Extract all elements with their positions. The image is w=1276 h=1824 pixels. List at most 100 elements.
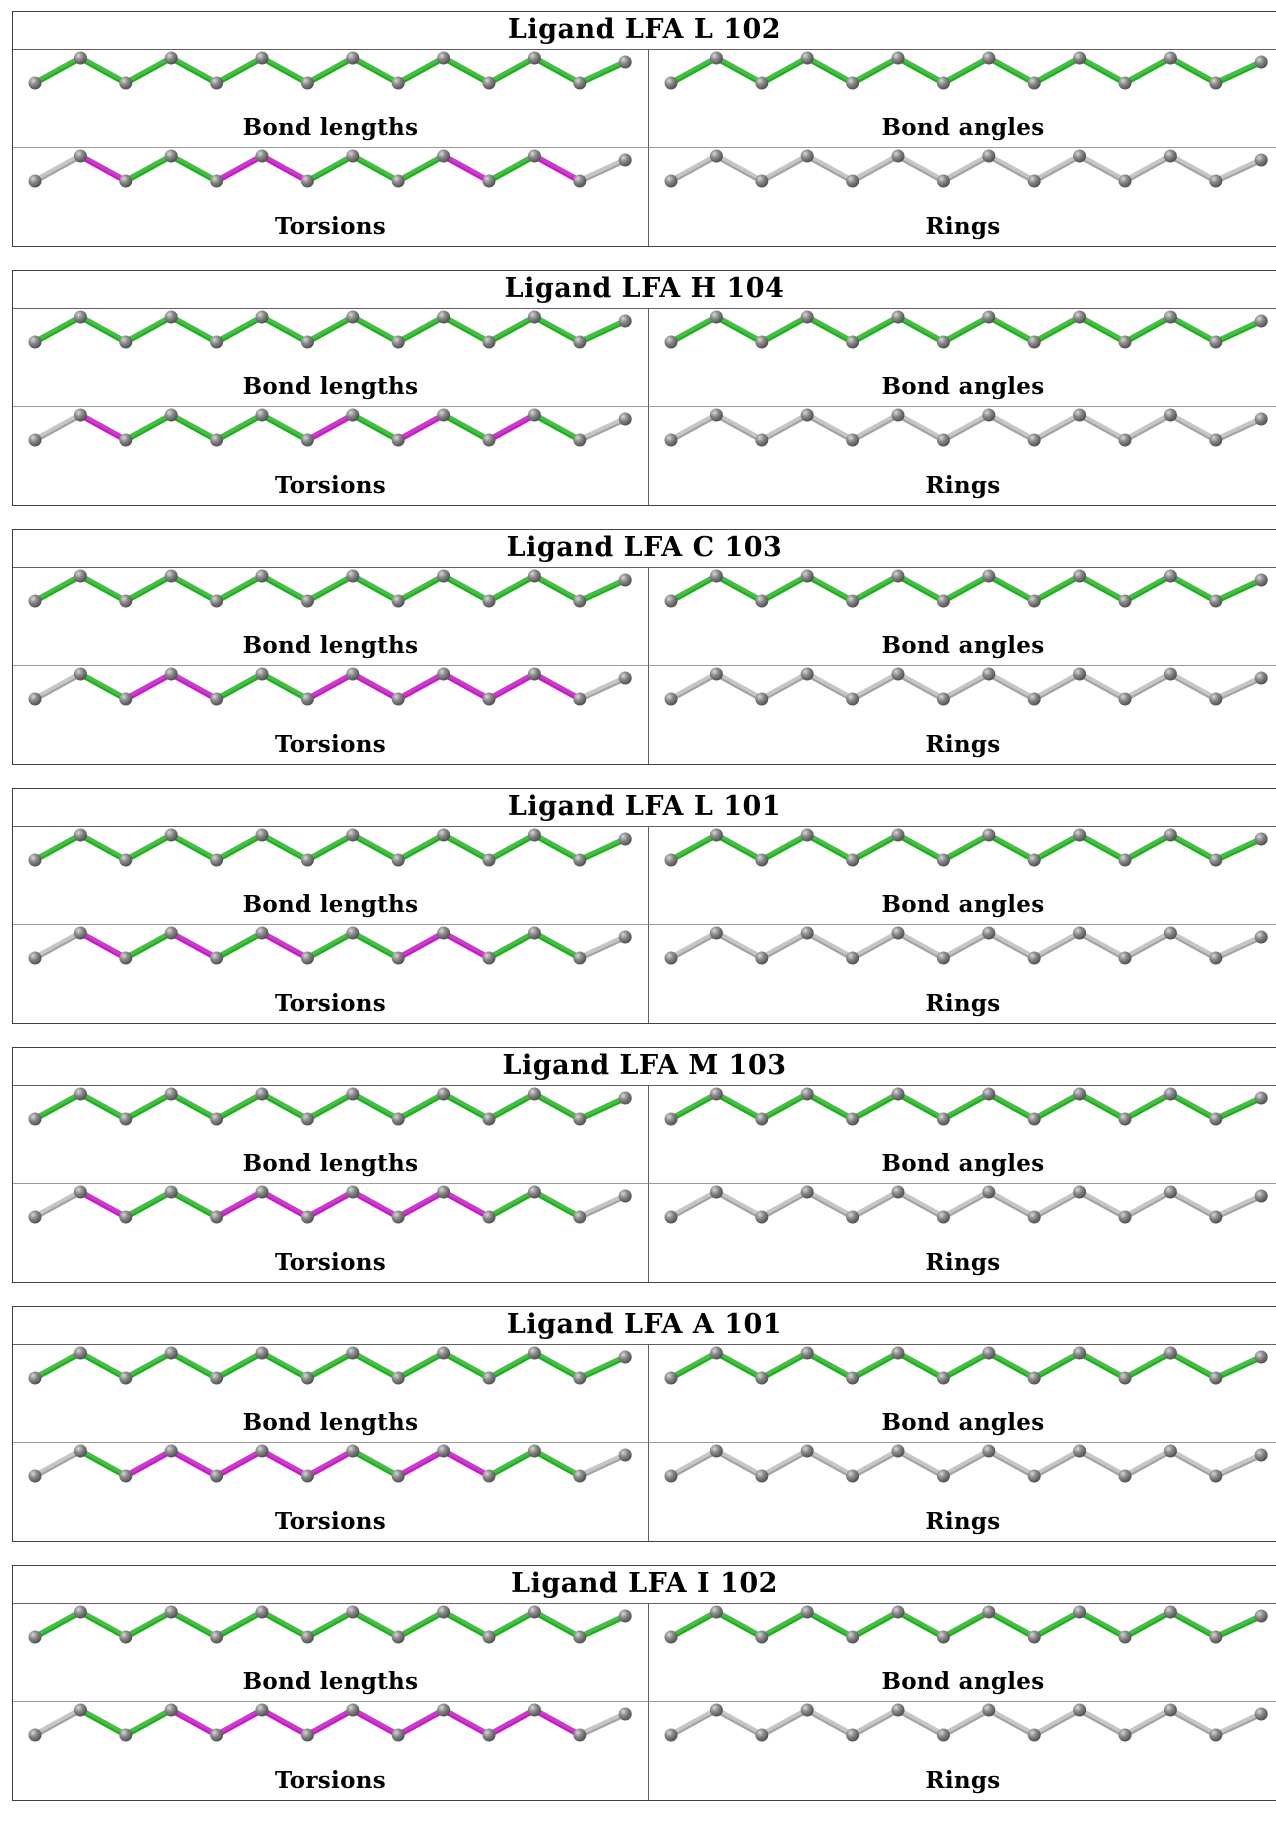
molecule-diagram — [28, 667, 632, 706]
bond-ok — [486, 1350, 538, 1381]
bond-neutral — [668, 412, 720, 443]
atom-icon — [891, 667, 905, 681]
bond-warn — [440, 1189, 492, 1220]
bond-ok — [168, 1350, 220, 1381]
bond-neutral — [895, 412, 947, 443]
atom-icon — [210, 76, 224, 90]
bond-neutral — [940, 1707, 992, 1738]
bond-shade — [261, 59, 308, 86]
atom-icon — [664, 1371, 678, 1385]
bond-shade — [715, 1711, 763, 1738]
bond-shade — [1079, 416, 1126, 443]
bond-shade — [1033, 318, 1081, 345]
bond-shade — [261, 416, 308, 443]
bond-neutral — [1076, 153, 1128, 184]
bond-neutral — [758, 412, 811, 443]
atom-icon — [437, 569, 451, 583]
atom-icon — [119, 853, 133, 867]
bond-shade — [79, 1711, 127, 1738]
bond-ok — [849, 832, 901, 863]
bond-shade — [942, 934, 990, 961]
bond-neutral — [1212, 934, 1265, 961]
bond-warn — [486, 412, 538, 443]
bond-neutral — [32, 153, 84, 184]
atom-icon — [119, 433, 133, 447]
bond-ok — [486, 153, 538, 184]
atom-icon — [73, 408, 87, 422]
bond-neutral — [32, 1707, 84, 1738]
atom-icon — [1027, 1210, 1041, 1224]
rings-panel: Rings — [649, 1443, 1276, 1541]
bond-shade — [1124, 416, 1171, 443]
atom-icon — [1163, 667, 1177, 681]
atom-icon — [164, 408, 178, 422]
bond-shade — [79, 157, 127, 184]
atom-icon — [891, 1087, 905, 1101]
bond-shade — [1033, 934, 1081, 961]
bond-ok — [668, 55, 720, 86]
bond-ok — [304, 153, 356, 184]
atom-icon — [482, 1728, 496, 1742]
bond-ok — [1212, 1354, 1265, 1381]
atom-icon — [755, 1112, 769, 1126]
bond-ok — [849, 1091, 901, 1122]
bond-shade — [988, 1613, 1035, 1640]
panel-label: Rings — [925, 1249, 1001, 1276]
bond-ok — [1167, 1350, 1219, 1381]
bond-shade — [715, 1613, 763, 1640]
bond-shade — [579, 581, 626, 604]
bond-shade — [170, 1452, 218, 1479]
bond-shade — [397, 1711, 445, 1738]
atom-icon — [300, 1469, 314, 1483]
bond-ok — [895, 1091, 947, 1122]
bond-shade — [1033, 1095, 1081, 1122]
bond-ok — [1031, 832, 1083, 863]
bond-ok — [985, 55, 1038, 86]
bond-neutral — [1031, 153, 1083, 184]
bond-shade — [261, 1193, 308, 1220]
atom-icon — [800, 149, 814, 163]
atom-icon — [210, 1728, 224, 1742]
atom-icon — [891, 1346, 905, 1360]
bond-shade — [806, 1193, 854, 1220]
atom-icon — [164, 1346, 178, 1360]
bond-shade — [488, 157, 535, 184]
bond-ok — [122, 1189, 175, 1220]
bond-ok — [804, 832, 856, 863]
bond-neutral — [713, 671, 765, 702]
atom-icon — [1209, 951, 1223, 965]
bond-ok — [1076, 1350, 1128, 1381]
bond-neutral — [576, 1193, 629, 1220]
bond-ok — [1212, 836, 1265, 863]
bond-ok — [895, 1609, 947, 1640]
torsions-panel: Torsions — [13, 1443, 649, 1541]
atom-icon — [28, 1469, 42, 1483]
atom-icon — [618, 1448, 632, 1462]
bond-ok — [440, 1350, 492, 1381]
atom-icon — [1118, 1210, 1132, 1224]
bond-neutral — [895, 671, 947, 702]
bond-neutral — [713, 1707, 765, 1738]
bond-ok — [168, 1609, 220, 1640]
atom-icon — [755, 692, 769, 706]
bond-warn — [122, 1448, 175, 1479]
atom-icon — [573, 1630, 587, 1644]
atom-icon — [437, 310, 451, 324]
bond-ok — [849, 314, 901, 345]
atom-icon — [1163, 1185, 1177, 1199]
bond-shade — [443, 157, 490, 184]
panel-label: Torsions — [274, 731, 387, 758]
bond-shade — [397, 1452, 445, 1479]
bond-warn — [304, 671, 356, 702]
bond-neutral — [576, 934, 629, 961]
bond-shade — [897, 59, 944, 86]
bond-ok — [1167, 573, 1219, 604]
bond-shade — [306, 1613, 354, 1640]
atom-icon — [346, 1185, 360, 1199]
bond-ok — [349, 153, 402, 184]
bond-shade — [352, 157, 399, 184]
atom-icon — [300, 1630, 314, 1644]
bond-shade — [761, 1095, 808, 1122]
atom-icon — [391, 174, 405, 188]
atom-icon — [1073, 408, 1087, 422]
